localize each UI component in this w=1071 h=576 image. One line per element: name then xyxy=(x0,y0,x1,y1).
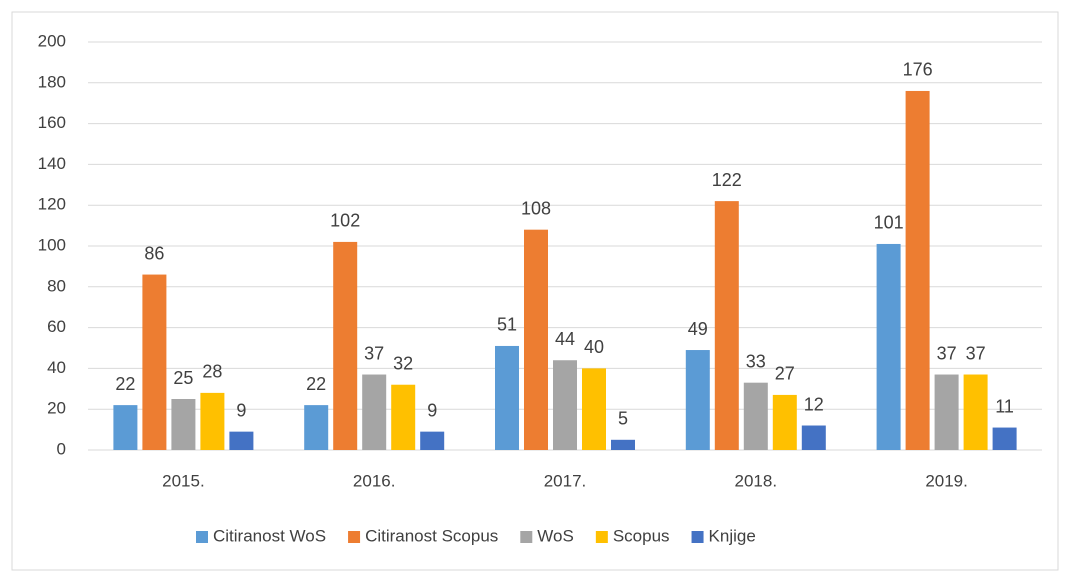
legend-swatch xyxy=(595,531,608,543)
bar xyxy=(714,201,739,450)
data-label: 32 xyxy=(393,353,413,373)
y-tick-label: 40 xyxy=(47,358,66,377)
data-label: 9 xyxy=(427,400,437,420)
x-tick-label: 2016. xyxy=(353,471,396,490)
bar xyxy=(391,384,416,450)
bar xyxy=(743,382,768,450)
bar xyxy=(905,90,930,451)
data-label: 28 xyxy=(202,362,222,382)
x-tick-label: 2018. xyxy=(735,471,778,490)
bar xyxy=(200,392,225,450)
data-label: 51 xyxy=(497,315,517,335)
y-tick-label: 100 xyxy=(38,235,66,254)
legend-swatch xyxy=(691,531,704,543)
bar xyxy=(304,405,329,450)
legend-swatch xyxy=(520,531,533,543)
x-tick-label: 2019. xyxy=(925,471,968,490)
bar xyxy=(582,368,606,450)
x-tick-label: 2017. xyxy=(544,471,587,490)
bar xyxy=(495,345,519,450)
data-label: 37 xyxy=(966,343,986,363)
legend-label: WoS xyxy=(537,526,574,545)
data-label: 27 xyxy=(775,364,795,384)
bar xyxy=(685,350,710,450)
data-label: 102 xyxy=(330,211,360,231)
y-tick-label: 180 xyxy=(38,72,66,91)
legend-label: Knjige xyxy=(709,526,756,545)
data-label: 108 xyxy=(521,198,551,218)
bar xyxy=(524,229,548,450)
x-tick-label: 2015. xyxy=(162,471,205,490)
legend-label: Citiranost WoS xyxy=(213,526,326,545)
y-tick-label: 20 xyxy=(47,399,66,418)
bar xyxy=(611,439,635,450)
bar xyxy=(420,431,445,450)
y-tick-label: 0 xyxy=(57,439,66,458)
bar xyxy=(801,425,826,450)
data-label: 176 xyxy=(903,60,933,80)
bar xyxy=(333,241,358,450)
bar xyxy=(362,374,387,450)
data-label: 122 xyxy=(712,170,742,190)
legend-swatch xyxy=(196,531,208,543)
data-label: 5 xyxy=(618,409,628,429)
bar xyxy=(113,405,138,450)
data-label: 33 xyxy=(746,351,766,371)
data-label: 22 xyxy=(306,374,326,394)
bar xyxy=(963,374,988,450)
data-label: 86 xyxy=(144,243,164,263)
legend-swatch xyxy=(348,531,361,543)
y-tick-label: 160 xyxy=(38,113,66,132)
bar xyxy=(876,243,901,450)
data-label: 49 xyxy=(688,319,708,339)
data-label: 22 xyxy=(115,374,135,394)
data-label: 44 xyxy=(555,329,575,349)
data-label: 9 xyxy=(236,400,246,420)
y-tick-label: 200 xyxy=(38,31,66,50)
bar xyxy=(992,427,1017,450)
data-label: 40 xyxy=(584,337,604,357)
y-tick-label: 140 xyxy=(38,154,66,173)
legend-label: Citiranost Scopus xyxy=(365,526,498,545)
legend-label: Scopus xyxy=(613,526,670,545)
data-label: 11 xyxy=(995,396,1014,416)
bar xyxy=(171,399,196,450)
bar xyxy=(553,360,577,450)
y-tick-label: 120 xyxy=(38,195,66,214)
data-label: 37 xyxy=(364,343,384,363)
bar xyxy=(142,274,167,450)
data-label: 37 xyxy=(937,343,957,363)
bar xyxy=(934,374,959,450)
y-tick-label: 80 xyxy=(47,276,66,295)
data-label: 12 xyxy=(804,394,824,414)
bar xyxy=(229,431,254,450)
data-label: 101 xyxy=(874,213,904,233)
data-label: 25 xyxy=(173,368,193,388)
y-tick-label: 60 xyxy=(47,317,66,336)
bar xyxy=(772,394,797,450)
